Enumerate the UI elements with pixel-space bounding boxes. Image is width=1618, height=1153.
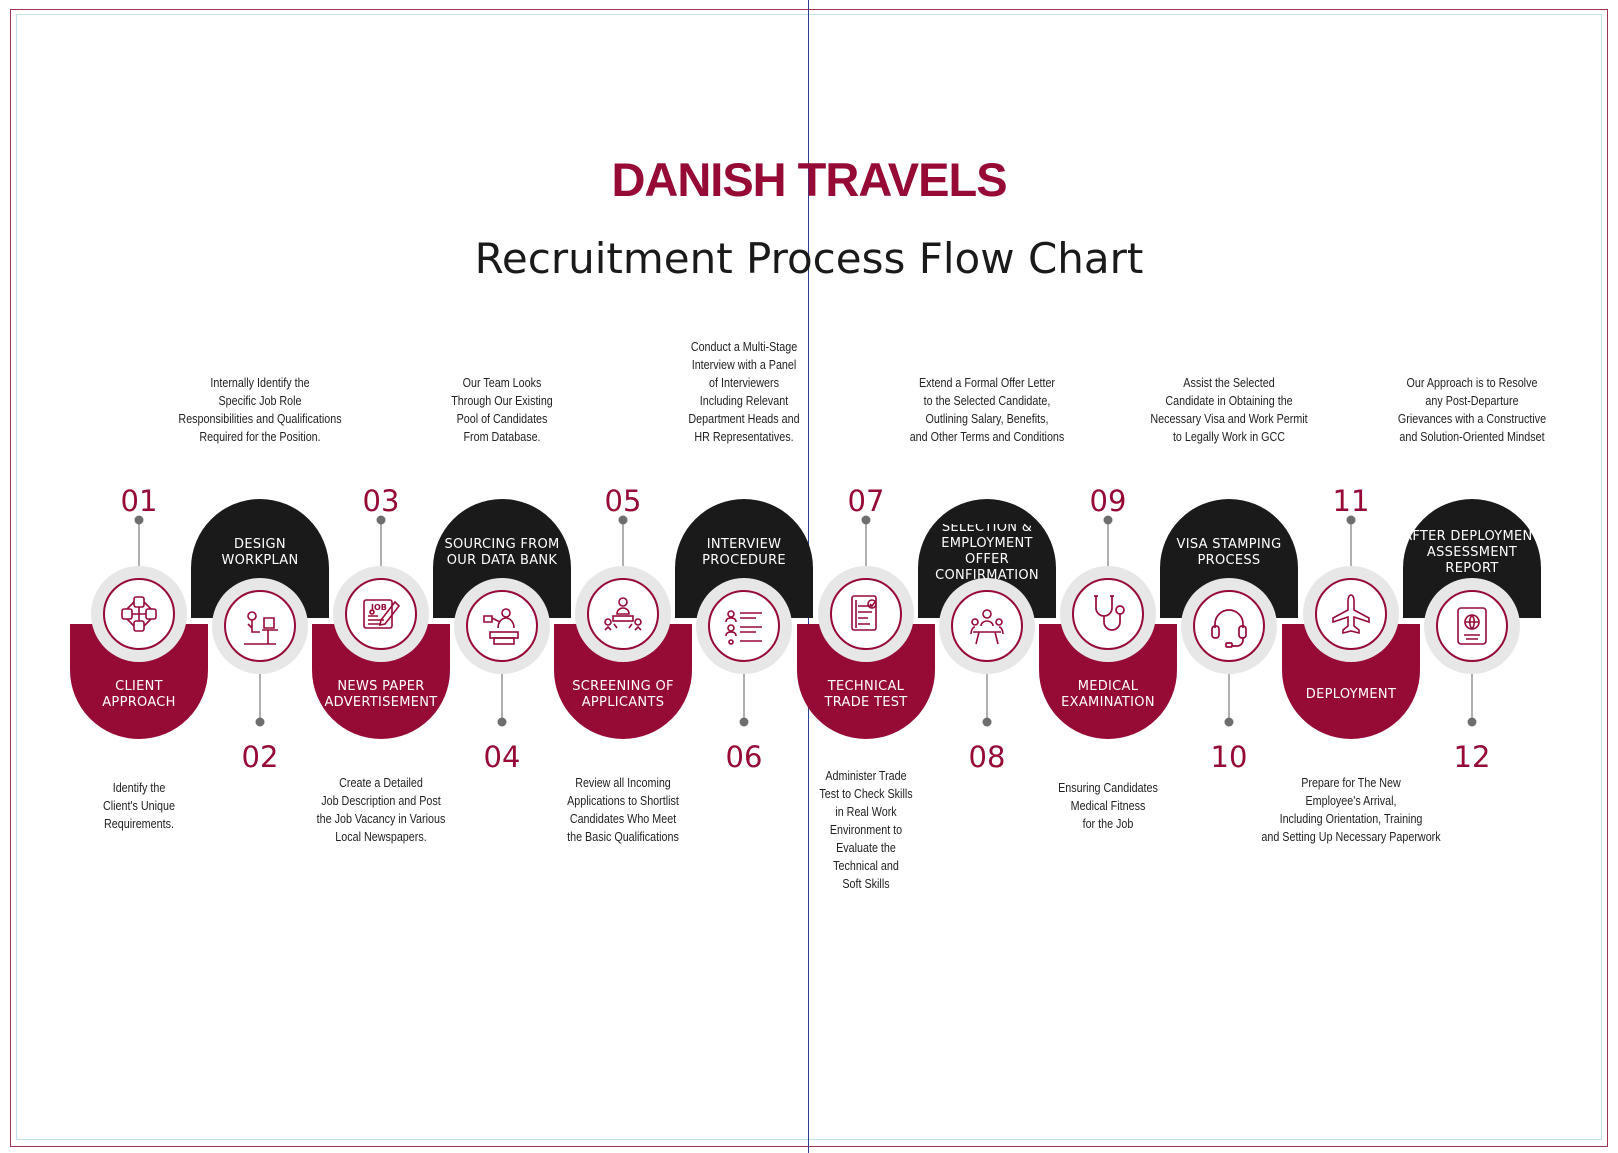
- step-number-01: 01: [120, 484, 158, 518]
- wave-arch-step-12: [1403, 499, 1541, 618]
- step-icon-ring-08: [939, 578, 1035, 674]
- wave-cup-step-07: [797, 624, 935, 739]
- step-number-04: 04: [483, 740, 521, 774]
- step-icon-ring-02: [212, 578, 308, 674]
- step-number-07: 07: [847, 484, 885, 518]
- wave-cup-step-11: [1282, 624, 1420, 739]
- step-number-05: 05: [604, 484, 642, 518]
- connector-dot-step-04: [497, 717, 507, 727]
- candidate-list-icon: [708, 590, 780, 662]
- step-icon-ring-09: [1060, 566, 1156, 662]
- connector-dot-step-06: [739, 717, 749, 727]
- step-label-01: CLIENT APPROACH: [102, 679, 176, 710]
- step-number-06: 06: [725, 740, 763, 774]
- worker-database-icon: [466, 590, 538, 662]
- step-description-03: Create a Detailed Job Description and Po…: [316, 776, 446, 844]
- connector-dot-step-01: [134, 515, 144, 525]
- connector-dot-step-05: [618, 515, 628, 525]
- step-icon-ring-07: [818, 566, 914, 662]
- connector-dot-step-07: [861, 515, 871, 525]
- connector-dot-step-09: [1103, 515, 1113, 525]
- passport-icon: [1436, 590, 1508, 662]
- step-description-10: Assist the Selected Candidate in Obtaini…: [1150, 376, 1308, 444]
- step-number-08: 08: [968, 740, 1006, 774]
- step-description-01: Identify the Client's Unique Requirement…: [103, 781, 175, 831]
- step-number-03: 03: [362, 484, 400, 518]
- step-number-11: 11: [1332, 484, 1370, 518]
- step-label-11: DEPLOYMENT: [1305, 687, 1397, 702]
- step-label-05: SCREENING OF APPLICANTS: [572, 679, 674, 710]
- test-document-icon: [830, 578, 902, 650]
- connector-dot-step-02: [255, 717, 265, 727]
- step-label-10: VISA STAMPING PROCESS: [1176, 537, 1282, 568]
- connector-dot-step-03: [376, 515, 386, 525]
- step-icon-ring-03: JOB: [333, 566, 429, 662]
- step-description-12: Our Approach is to Resolve any Post-Depa…: [1397, 376, 1547, 444]
- step-label-06: INTERVIEW PROCEDURE: [702, 537, 786, 568]
- step-label-12: AFTER DEPLOYMENT ASSESSMENT REPORT: [1403, 530, 1541, 576]
- step-description-11: Prepare for The New Employee's Arrival, …: [1261, 776, 1441, 844]
- network-nodes-icon: [103, 578, 175, 650]
- step-number-12: 12: [1453, 740, 1491, 774]
- stethoscope-icon: [1072, 578, 1144, 650]
- step-number-09: 09: [1089, 484, 1127, 518]
- wave-cup-step-03: [312, 624, 450, 739]
- wave-arch-step-08: [918, 499, 1056, 618]
- step-description-08: Extend a Formal Offer Letter to the Sele…: [909, 376, 1065, 444]
- step-icon-ring-01: [91, 566, 187, 662]
- step-label-03: NEWS PAPER ADVERTISEMENT: [324, 679, 438, 710]
- interview-table-icon: [951, 590, 1023, 662]
- step-number-10: 10: [1210, 740, 1248, 774]
- step-icon-ring-04: [454, 578, 550, 674]
- step-label-04: SOURCING FROM OUR DATA BANK: [444, 537, 560, 568]
- connector-dot-step-12: [1467, 717, 1477, 727]
- connector-dot-step-11: [1346, 515, 1356, 525]
- wave-cup-step-01: [70, 624, 208, 739]
- step-icon-ring-06: [696, 578, 792, 674]
- step-label-08: SELECTION & EMPLOYMENT OFFER CONFIRMATIO…: [935, 524, 1039, 580]
- wave-arch-step-10: [1160, 499, 1298, 618]
- wave-cup-step-09: [1039, 624, 1177, 739]
- step-icon-ring-12: [1424, 578, 1520, 674]
- step-description-05: Review all Incoming Applications to Shor…: [567, 776, 679, 844]
- step-label-02: DESIGN WORKPLAN: [221, 537, 299, 568]
- wave-arch-step-04: [433, 499, 571, 618]
- step-description-06: Conduct a Multi-Stage Interview with a P…: [688, 340, 800, 444]
- step-description-09: Ensuring Candidates Medical Fitness for …: [1058, 781, 1158, 831]
- icon-job-text: JOB: [370, 603, 387, 612]
- step-label-07: TECHNICAL TRADE TEST: [824, 679, 908, 710]
- brand-logo-text: DANISH TRAVELS: [611, 153, 1007, 206]
- headset-icon: [1193, 590, 1265, 662]
- team-meeting-icon: [587, 578, 659, 650]
- desk-worker-icon: [224, 590, 296, 662]
- wave-arch-step-02: [191, 499, 329, 618]
- step-description-02: Internally Identify the Specific Job Rol…: [178, 376, 342, 444]
- connector-dot-step-10: [1224, 717, 1234, 727]
- step-label-09: MEDICAL EXAMINATION: [1061, 679, 1155, 710]
- page-title: Recruitment Process Flow Chart: [474, 234, 1144, 283]
- connector-dot-step-08: [982, 717, 992, 727]
- step-description-07: Administer Trade Test to Check Skills in…: [819, 769, 913, 891]
- step-icon-ring-10: [1181, 578, 1277, 674]
- wave-cup-step-05: [554, 624, 692, 739]
- job-newspaper-icon: JOB: [345, 578, 417, 650]
- step-description-04: Our Team Looks Through Our Existing Pool…: [451, 376, 553, 444]
- wave-arch-step-06: [675, 499, 813, 618]
- step-icon-ring-11: [1303, 566, 1399, 662]
- step-number-02: 02: [241, 740, 279, 774]
- step-icon-ring-05: [575, 566, 671, 662]
- airplane-icon: [1315, 578, 1387, 650]
